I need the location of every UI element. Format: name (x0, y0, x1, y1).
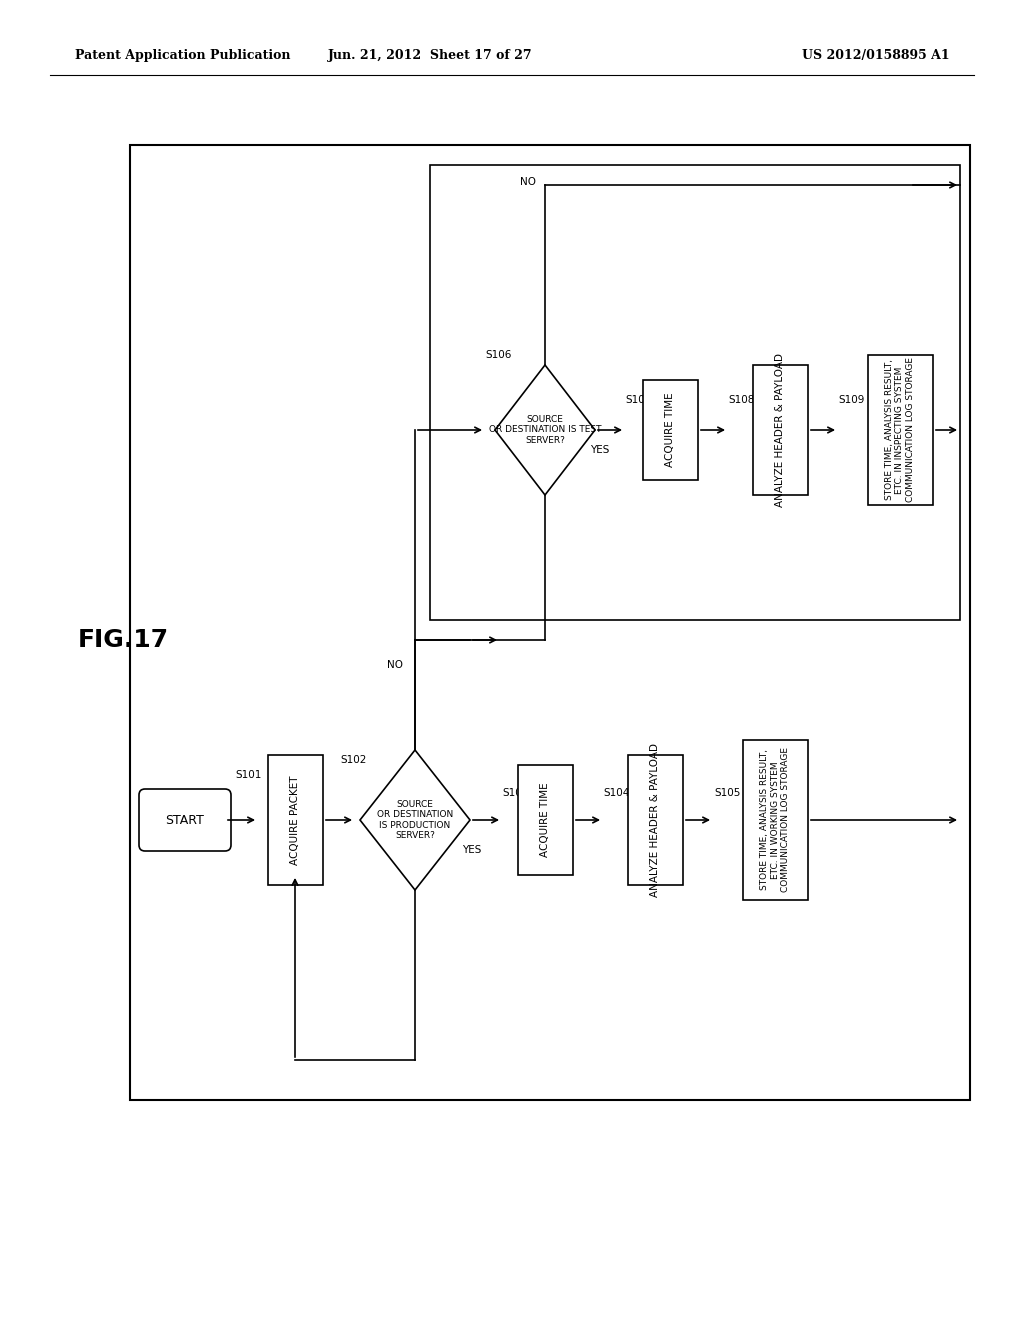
Bar (430, 165, 961, 620)
Text: ACQUIRE TIME: ACQUIRE TIME (540, 783, 550, 857)
Text: Patent Application Publication: Patent Application Publication (75, 49, 291, 62)
Text: ACQUIRE TIME: ACQUIRE TIME (665, 392, 675, 467)
Text: STORE TIME, ANALYSIS RESULT,
ETC. IN WORKING SYSTEM
COMMUNICATION LOG STORAGE: STORE TIME, ANALYSIS RESULT, ETC. IN WOR… (760, 747, 790, 892)
Text: S107: S107 (625, 395, 651, 405)
Text: NO: NO (387, 660, 403, 671)
Bar (867, 355, 933, 506)
Text: S106: S106 (485, 350, 511, 360)
Bar (642, 380, 697, 480)
Text: NO: NO (520, 177, 536, 187)
Bar (130, 145, 970, 1100)
Text: US 2012/0158895 A1: US 2012/0158895 A1 (803, 49, 950, 62)
Text: ACQUIRE PACKET: ACQUIRE PACKET (290, 775, 300, 865)
Text: Jun. 21, 2012  Sheet 17 of 27: Jun. 21, 2012 Sheet 17 of 27 (328, 49, 532, 62)
Text: S103: S103 (502, 788, 528, 799)
Polygon shape (495, 366, 595, 495)
Text: FIG.17: FIG.17 (78, 628, 169, 652)
Bar (753, 366, 808, 495)
Text: S105: S105 (714, 788, 740, 799)
Text: STORE TIME, ANALYSIS RESULT,
ETC. IN INSPECTING SYSTEM
COMMUNICATION LOG STORAGE: STORE TIME, ANALYSIS RESULT, ETC. IN INS… (885, 358, 914, 503)
Text: S109: S109 (838, 395, 864, 405)
Text: START: START (166, 813, 205, 826)
Text: S101: S101 (234, 770, 261, 780)
Text: ANALYZE HEADER & PAYLOAD: ANALYZE HEADER & PAYLOAD (775, 352, 785, 507)
Text: S108: S108 (728, 395, 755, 405)
Text: YES: YES (590, 445, 609, 455)
Bar (267, 755, 323, 884)
Text: S102: S102 (340, 755, 367, 766)
Text: S104: S104 (603, 788, 630, 799)
Bar (517, 766, 572, 875)
Polygon shape (360, 750, 470, 890)
Bar (628, 755, 683, 884)
Text: SOURCE
OR DESTINATION
IS PRODUCTION
SERVER?: SOURCE OR DESTINATION IS PRODUCTION SERV… (377, 800, 454, 840)
Text: ANALYZE HEADER & PAYLOAD: ANALYZE HEADER & PAYLOAD (650, 743, 660, 898)
Text: SOURCE
OR DESTINATION IS TEST
SERVER?: SOURCE OR DESTINATION IS TEST SERVER? (488, 414, 601, 445)
Text: YES: YES (462, 845, 481, 855)
FancyBboxPatch shape (139, 789, 231, 851)
Bar (742, 741, 808, 900)
